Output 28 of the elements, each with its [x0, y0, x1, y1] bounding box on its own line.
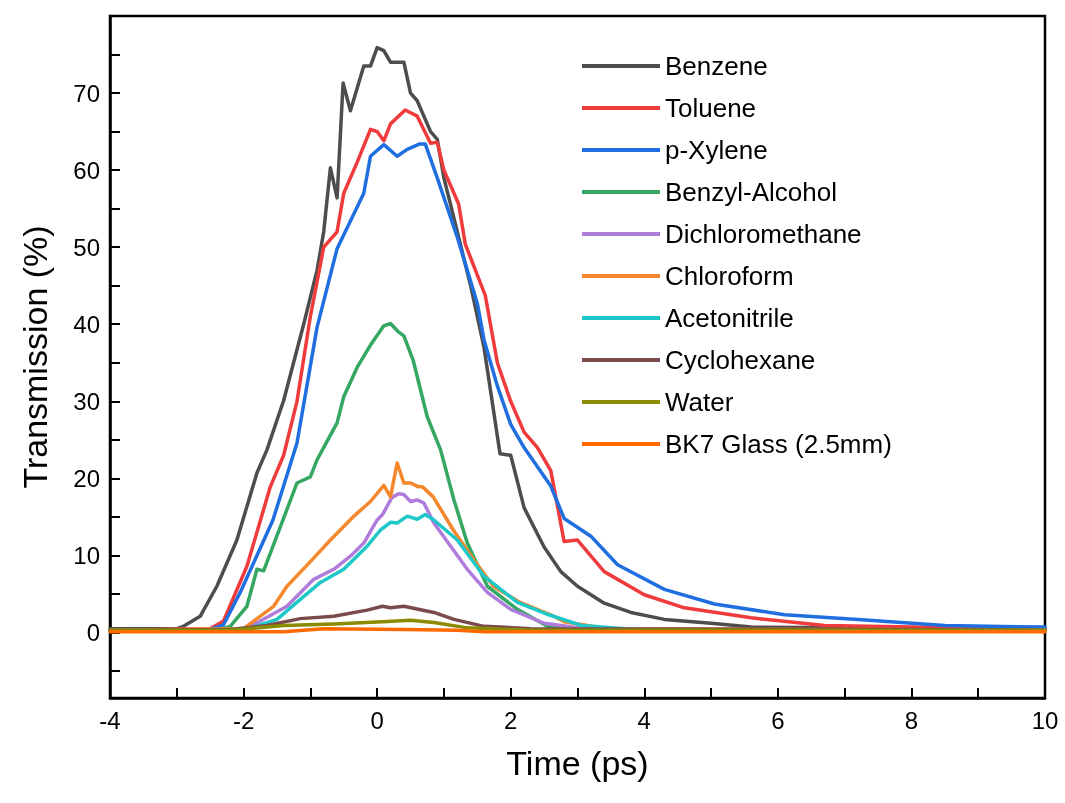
- x-axis-title: Time (ps): [506, 744, 649, 782]
- x-tick-label: 6: [771, 706, 785, 734]
- x-tick-label: 10: [1031, 706, 1059, 734]
- legend-label: Benzene: [665, 51, 768, 81]
- legend-label: Benzyl-Alcohol: [665, 177, 837, 207]
- legend-label: Dichloromethane: [665, 219, 862, 249]
- y-tick-label: 20: [73, 464, 100, 492]
- legend-label: Cyclohexane: [665, 345, 816, 375]
- y-tick-label: 40: [73, 310, 100, 338]
- x-tick-label: 0: [370, 706, 384, 734]
- x-tick-label: -2: [232, 706, 255, 734]
- y-tick-label: 10: [73, 541, 100, 569]
- legend-label: Chloroform: [665, 261, 794, 291]
- y-tick-label: 50: [73, 233, 100, 261]
- legend-label: Acetonitrile: [665, 303, 794, 333]
- y-tick-label: 60: [73, 156, 100, 184]
- x-tick-label: 4: [637, 706, 651, 734]
- y-tick-label: 30: [73, 387, 100, 415]
- legend-label: Toluene: [665, 93, 757, 123]
- y-axis-title: Transmission (%): [16, 225, 54, 489]
- x-tick-label: 8: [904, 706, 919, 734]
- legend-label: p-Xylene: [665, 135, 768, 165]
- legend-label: Water: [665, 387, 734, 417]
- x-tick-label: 2: [504, 706, 518, 734]
- legend-label: BK7 Glass (2.5mm): [665, 429, 892, 459]
- y-tick-label: 0: [86, 619, 100, 646]
- x-tick-label: -4: [99, 706, 121, 734]
- y-tick-label: 70: [73, 79, 100, 107]
